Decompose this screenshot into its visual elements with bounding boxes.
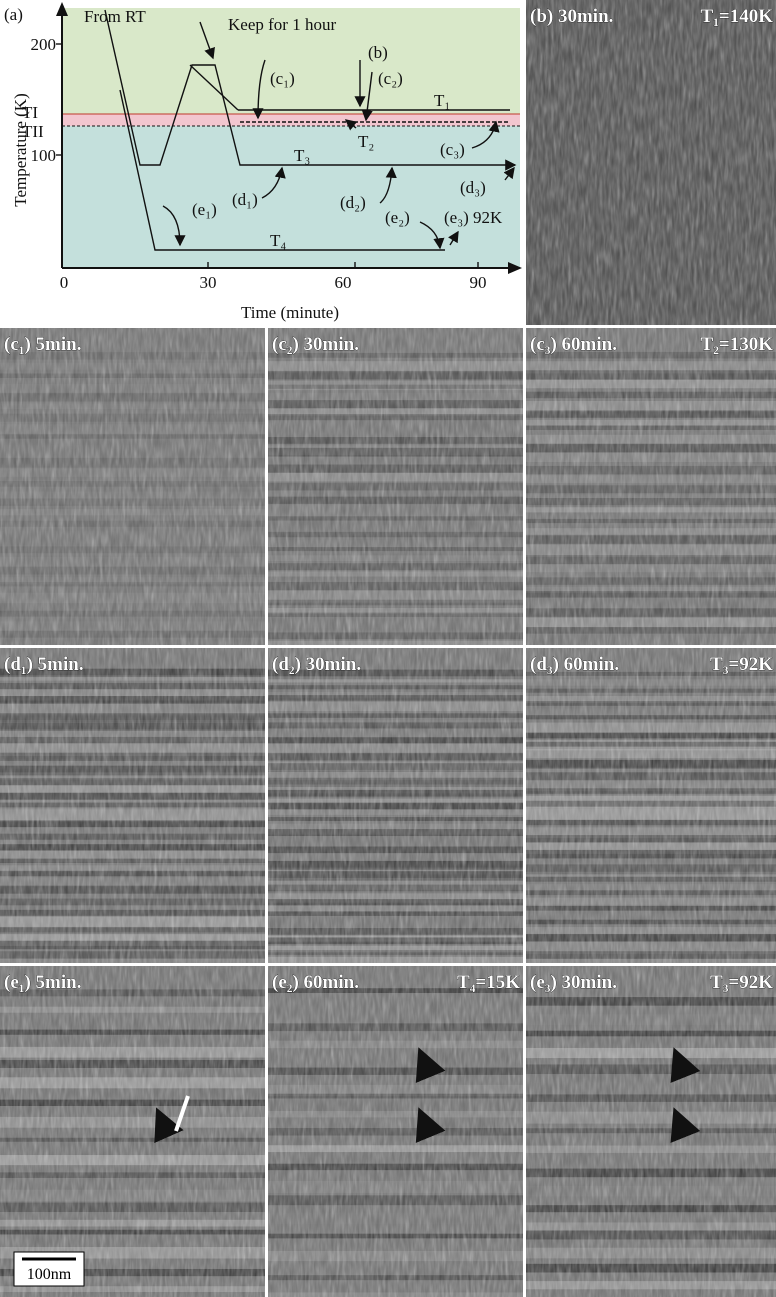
micrograph-panel: (d₂) 30min. <box>268 648 523 963</box>
grain <box>526 0 776 325</box>
micrograph-panel: (d₁) 5min. <box>0 648 265 963</box>
annotation: (b) <box>368 43 388 62</box>
micrograph <box>0 648 265 963</box>
panel-note: T₃=92K <box>710 654 773 675</box>
annotation: (e₂) <box>385 208 410 227</box>
panel-label: (a) <box>4 5 23 24</box>
grain <box>268 966 523 1297</box>
grain <box>526 966 776 1297</box>
annotation: (c₃) <box>440 140 465 159</box>
y-tick-label: 100 <box>31 146 57 165</box>
arrow <box>174 1095 190 1132</box>
grain <box>0 648 265 963</box>
annotation: (d₂) <box>340 193 366 212</box>
y-tick-label: 200 <box>31 35 57 54</box>
panel-label: (d₂) 30min. <box>272 654 361 675</box>
micrograph-panel: (c₃) 60min. T₂=130K <box>526 328 776 645</box>
annotation: T₄ <box>270 231 286 250</box>
panel-a: (a) 200 100 0 30 60 90 Time (minute) Tem… <box>0 0 523 325</box>
panel-note: T₁=140K <box>701 6 774 27</box>
panel-label: (d₃) 60min. <box>530 654 619 675</box>
micrograph <box>268 328 523 645</box>
micrograph <box>526 966 776 1297</box>
panel-label: (d₁) 5min. <box>4 654 84 675</box>
annotation: (e₁) <box>192 200 217 219</box>
annotation: (c₂) <box>378 69 403 88</box>
grain <box>0 966 265 1297</box>
y-axis-label: Temperature (K) <box>11 93 30 207</box>
annotation: T₂ <box>358 132 374 151</box>
arrow <box>415 1047 446 1083</box>
panel-label: (b) 30min. <box>530 6 613 27</box>
annotation: T₃ <box>294 146 310 165</box>
level-label: TII <box>22 122 44 141</box>
micrograph-panel: (c₁) 5min. <box>0 328 265 645</box>
panel-label: (c₁) 5min. <box>4 334 81 355</box>
micrograph-panel: (c₂) 30min. <box>268 328 523 645</box>
grain <box>268 328 523 645</box>
micrograph-panel: (e₂) 60min. T₄=15K <box>268 966 523 1297</box>
micrograph <box>526 0 776 325</box>
panel-label: (e₁) 5min. <box>4 972 81 993</box>
grain <box>526 648 776 963</box>
grain <box>526 328 776 645</box>
x-tick-label: 90 <box>470 273 487 292</box>
x-tick-label: 30 <box>200 273 217 292</box>
annotation: (c₁) <box>270 69 295 88</box>
panel-label: (c₂) 30min. <box>272 334 359 355</box>
micrograph-panel: (e₃) 30min. T₃=92K <box>526 966 776 1297</box>
annotation: (e₃) 92K <box>444 208 503 227</box>
annotation: Keep for 1 hour <box>228 15 336 34</box>
panel-note: T₃=92K <box>710 972 773 993</box>
micrograph <box>526 328 776 645</box>
micrograph <box>526 648 776 963</box>
arrow <box>415 1107 446 1143</box>
grain <box>0 328 265 645</box>
micrograph-panel: (b) 30min. T₁=140K <box>526 0 776 325</box>
panel-label: (e₃) 30min. <box>530 972 617 993</box>
x-axis-label: Time (minute) <box>241 303 339 322</box>
annotation: (d₃) <box>460 178 486 197</box>
micrograph-panel: (e₁) 5min. 100nm <box>0 966 265 1297</box>
annotation: From RT <box>84 7 146 26</box>
micrograph <box>0 328 265 645</box>
annotation: T₁ <box>434 91 450 110</box>
panel-note: T₂=130K <box>701 334 774 355</box>
scale-bar-label: 100nm <box>27 1266 72 1283</box>
arrow <box>670 1107 701 1143</box>
annotation: (d₁) <box>232 190 258 209</box>
panel-note: T₄=15K <box>457 972 520 993</box>
x-tick-label: 60 <box>335 273 352 292</box>
level-label: TI <box>22 103 38 122</box>
arrow <box>670 1047 701 1083</box>
panel-label: (c₃) 60min. <box>530 334 617 355</box>
arrow <box>154 1107 184 1144</box>
panel-label: (e₂) 60min. <box>272 972 359 993</box>
x-tick-label: 0 <box>60 273 69 292</box>
micrograph-panel: (d₃) 60min. T₃=92K <box>526 648 776 963</box>
grain <box>268 648 523 963</box>
micrograph <box>0 966 265 1297</box>
micrograph <box>268 966 523 1297</box>
micrograph <box>268 648 523 963</box>
